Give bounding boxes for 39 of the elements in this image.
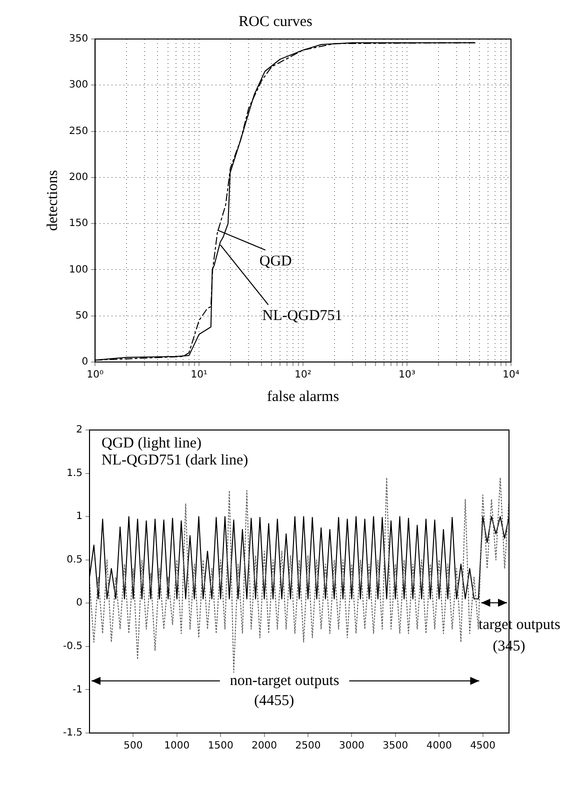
y-tick-label: -1.5 [62, 728, 83, 739]
annotation: QGD (light line) [102, 435, 202, 452]
x-tick-label: 500 [124, 740, 143, 752]
y-tick-label: 350 [68, 34, 88, 45]
annotation: (4455) [254, 693, 294, 710]
x-tick-label: 10² [294, 370, 312, 381]
y-tick-label: 0.5 [66, 554, 83, 566]
x-tick-label: 3000 [338, 740, 364, 752]
y-tick-label: 250 [68, 126, 88, 137]
y-tick-label: 0 [82, 356, 88, 368]
y-tick-label: 150 [68, 218, 88, 230]
annotation: non-target outputs [230, 672, 340, 689]
y-tick-label: 2 [76, 424, 83, 436]
chart-title: ROC curves [238, 14, 313, 30]
x-tick-label: 2000 [252, 740, 278, 752]
x-tick-label: 10¹ [190, 370, 208, 381]
y-tick-label: 1.5 [66, 468, 83, 479]
y-tick-label: 200 [68, 172, 88, 184]
y-tick-label: -1 [72, 684, 83, 696]
x-tick-label: 1000 [164, 740, 190, 752]
y-tick-label: 50 [75, 310, 88, 322]
x-tick-label: 10⁰ [86, 370, 104, 381]
x-tick-label: 3500 [382, 740, 408, 752]
annotation: QGD [259, 253, 292, 270]
x-tick-label: 10³ [398, 370, 416, 381]
x-tick-label: 2500 [295, 740, 321, 752]
y-tick-label: 1 [76, 511, 83, 522]
y-tick-label: 300 [68, 80, 88, 91]
y-tick-label: 0 [76, 598, 83, 609]
x-tick-label: 10⁴ [502, 370, 520, 381]
y-tick-label: -0.5 [62, 641, 83, 652]
x-tick-label: 4500 [470, 740, 496, 752]
x-tick-label: 1500 [208, 740, 234, 752]
annotation: NL-QGD751 [262, 308, 342, 324]
y-tick-label: 100 [68, 264, 88, 276]
x-tick-label: 4000 [426, 740, 452, 752]
y-axis-title: detections [44, 170, 61, 231]
x-axis-title: false alarms [267, 388, 340, 405]
annotation: NL-QGD751 (dark line) [102, 452, 248, 468]
